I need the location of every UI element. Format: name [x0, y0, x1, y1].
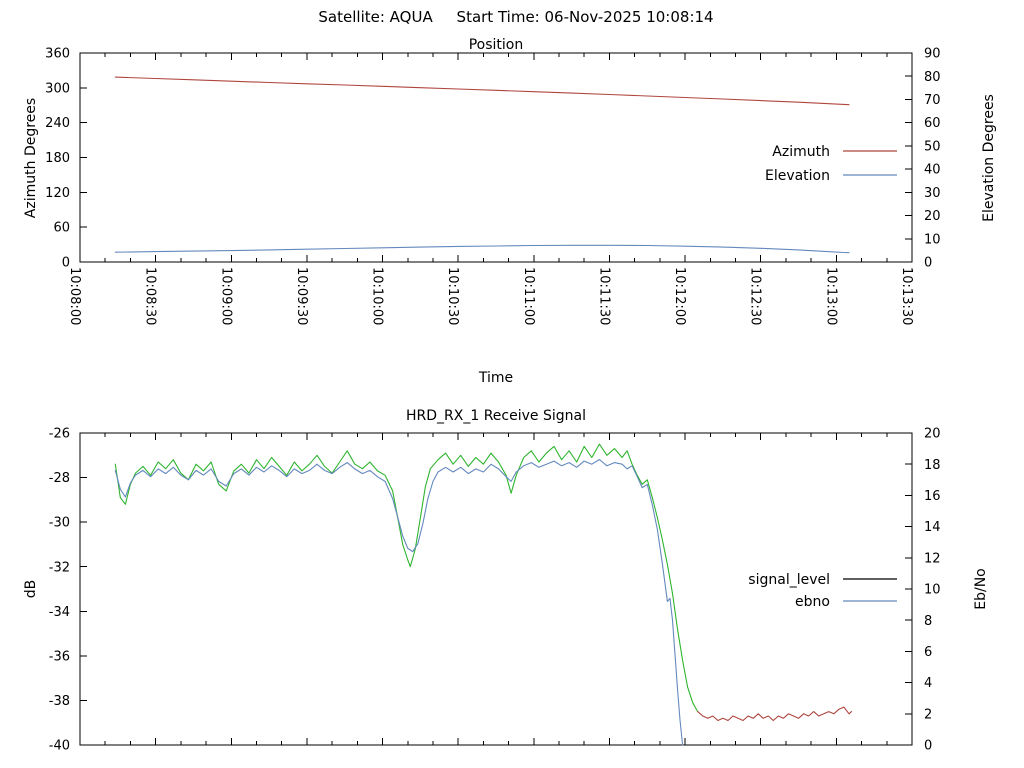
y2-tick-label: 70 [924, 93, 941, 108]
y2-tick-label: 20 [924, 209, 941, 224]
azimuth-axis-label: Azimuth Degrees [23, 98, 39, 218]
series-line-signal-level-noise-floor [697, 706, 853, 722]
page-title: Satellite: AQUA Start Time: 06-Nov-2025 … [318, 8, 713, 26]
y2-tick-label: 12 [924, 551, 941, 566]
x-tick-label-group: 10:08:00 [67, 267, 82, 325]
x-tick-label-group: 10:13:00 [823, 267, 838, 325]
y2-tick-label: 10 [924, 583, 941, 598]
x-tick-label-group: 10:13:30 [899, 267, 914, 325]
x-tick-label: 10:12:00 [672, 267, 687, 325]
x-tick-label-group: 10:12:00 [672, 267, 687, 325]
y-tick-label: 360 [45, 47, 70, 62]
x-tick-label-group: 10:10:30 [445, 267, 460, 325]
y2-tick-label: 0 [924, 739, 932, 754]
x-tick-label-group: 10:09:30 [294, 267, 309, 325]
y-tick-label: 180 [45, 151, 70, 166]
legend-label-signal-level: signal_level [748, 572, 830, 588]
x-tick-label-group: 10:11:00 [521, 267, 536, 325]
y2-tick-label: 40 [924, 163, 941, 178]
legend-label-elevation: Elevation [765, 168, 830, 184]
y2-tick-label: 50 [924, 139, 941, 154]
y2-tick-label: 20 [924, 427, 941, 442]
receive-signal-plot-frame [79, 432, 913, 746]
ebno-axis-label: Eb/No [973, 568, 989, 610]
y-tick-label: 120 [45, 186, 70, 201]
x-tick-label: 10:11:30 [596, 267, 611, 325]
x-tick-label: 10:13:00 [823, 267, 838, 325]
series-line-ebno [114, 458, 684, 746]
x-tick-label: 10:09:30 [294, 267, 309, 325]
receive-signal-axis-ticks: -40 -38 -36 -34 -32 -30 -28 -26 0 2 4 6 8 10 12 14 16 18 2… [49, 427, 941, 754]
x-tick-label: 10:11:00 [521, 267, 536, 325]
y2-tick-label: 6 [924, 645, 932, 660]
y2-tick-label: 90 [924, 47, 941, 62]
y2-tick-label: 14 [924, 520, 941, 535]
x-tick-label: 10:09:00 [218, 267, 233, 325]
series-line-azimuth [114, 76, 850, 106]
db-axis-label: dB [23, 580, 39, 599]
legend-label-ebno: ebno [795, 594, 830, 610]
y2-tick-label: 80 [924, 70, 941, 85]
y2-tick-label: 18 [924, 458, 941, 473]
position-axis-ticks: 10:08:00 10:08:30 10:09:00 10:09:30 10:10:00… [45, 47, 940, 326]
x-tick-label-group: 10:12:30 [748, 267, 763, 325]
y-tick-label: -38 [49, 694, 70, 709]
y-tick-label: 0 [62, 256, 70, 271]
y-tick-label: -34 [49, 605, 70, 620]
y-tick-label: 300 [45, 81, 70, 96]
y2-tick-label: 2 [924, 707, 932, 722]
y-tick-label: -36 [49, 649, 70, 664]
y-tick-label: -26 [49, 427, 70, 442]
legend-label-azimuth: Azimuth [772, 144, 830, 160]
position-chart-title: Position [469, 37, 524, 53]
x-tick-label: 10:08:30 [143, 267, 158, 325]
y-tick-label: 60 [53, 221, 70, 236]
receive-signal-chart-title: HRD_RX_1 Receive Signal [406, 408, 586, 424]
y-tick-label: 240 [45, 116, 70, 131]
y2-tick-label: 30 [924, 186, 941, 201]
y2-tick-label: 8 [924, 614, 932, 629]
x-tick-label-group: 10:10:00 [370, 267, 385, 325]
y2-tick-label: 16 [924, 489, 941, 504]
x-tick-label: 10:12:30 [748, 267, 763, 325]
x-tick-label: 10:10:00 [370, 267, 385, 325]
series-line-signal-level [114, 443, 699, 713]
y-tick-label: -32 [49, 560, 70, 575]
receive-signal-legend: signal_level ebno [748, 572, 897, 610]
y2-tick-label: 60 [924, 116, 941, 131]
time-axis-label: Time [478, 370, 513, 386]
x-tick-label-group: 10:08:30 [143, 267, 158, 325]
position-legend: Azimuth Elevation [765, 144, 897, 184]
x-tick-label: 10:13:30 [899, 267, 914, 325]
x-tick-label-group: 10:09:00 [218, 267, 233, 325]
y2-tick-label: 10 [924, 232, 941, 247]
y-tick-label: -40 [49, 739, 70, 754]
series-line-elevation [114, 244, 850, 254]
elevation-axis-label: Elevation Degrees [981, 94, 997, 222]
receive-signal-series [114, 443, 853, 746]
x-tick-label-group: 10:11:30 [596, 267, 611, 325]
x-tick-label: 10:08:00 [67, 267, 82, 325]
position-series [114, 76, 850, 254]
y-tick-label: -30 [49, 516, 70, 531]
y2-tick-label: 0 [924, 256, 932, 271]
y-tick-label: -28 [49, 471, 70, 486]
x-tick-label: 10:10:30 [445, 267, 460, 325]
y2-tick-label: 4 [924, 676, 932, 691]
